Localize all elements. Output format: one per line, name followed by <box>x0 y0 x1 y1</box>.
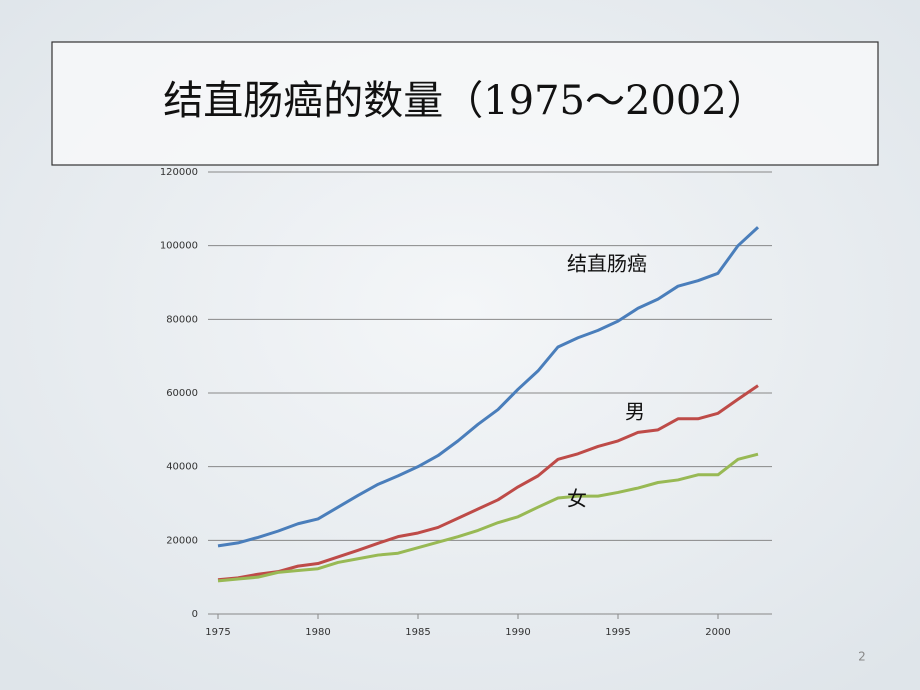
series-line <box>217 384 759 582</box>
y-tick-label: 120000 <box>160 167 198 178</box>
y-tick-label: 20000 <box>166 535 198 546</box>
y-tick-label: 60000 <box>166 388 198 399</box>
y-tick-label: 100000 <box>160 241 198 252</box>
x-tick-label: 1975 <box>205 627 230 638</box>
series-line <box>217 226 760 548</box>
title-box <box>51 41 879 166</box>
y-tick-label: 80000 <box>166 314 198 325</box>
series-label: 男 <box>625 400 645 424</box>
page-number: 2 <box>858 650 866 664</box>
slide-title: 结直肠癌的数量（1975～2002） <box>163 78 767 124</box>
x-tick-label: 2000 <box>705 627 730 638</box>
x-tick-label: 1990 <box>505 627 530 638</box>
series-label: 女 <box>567 487 587 511</box>
x-tick-label: 1985 <box>405 627 430 638</box>
y-tick-label: 0 <box>192 609 198 620</box>
x-tick-label: 1995 <box>605 627 630 638</box>
x-tick-label: 1980 <box>305 627 330 638</box>
series-line <box>217 452 759 583</box>
series-label: 结直肠癌 <box>567 252 647 276</box>
y-tick-label: 40000 <box>166 462 198 473</box>
